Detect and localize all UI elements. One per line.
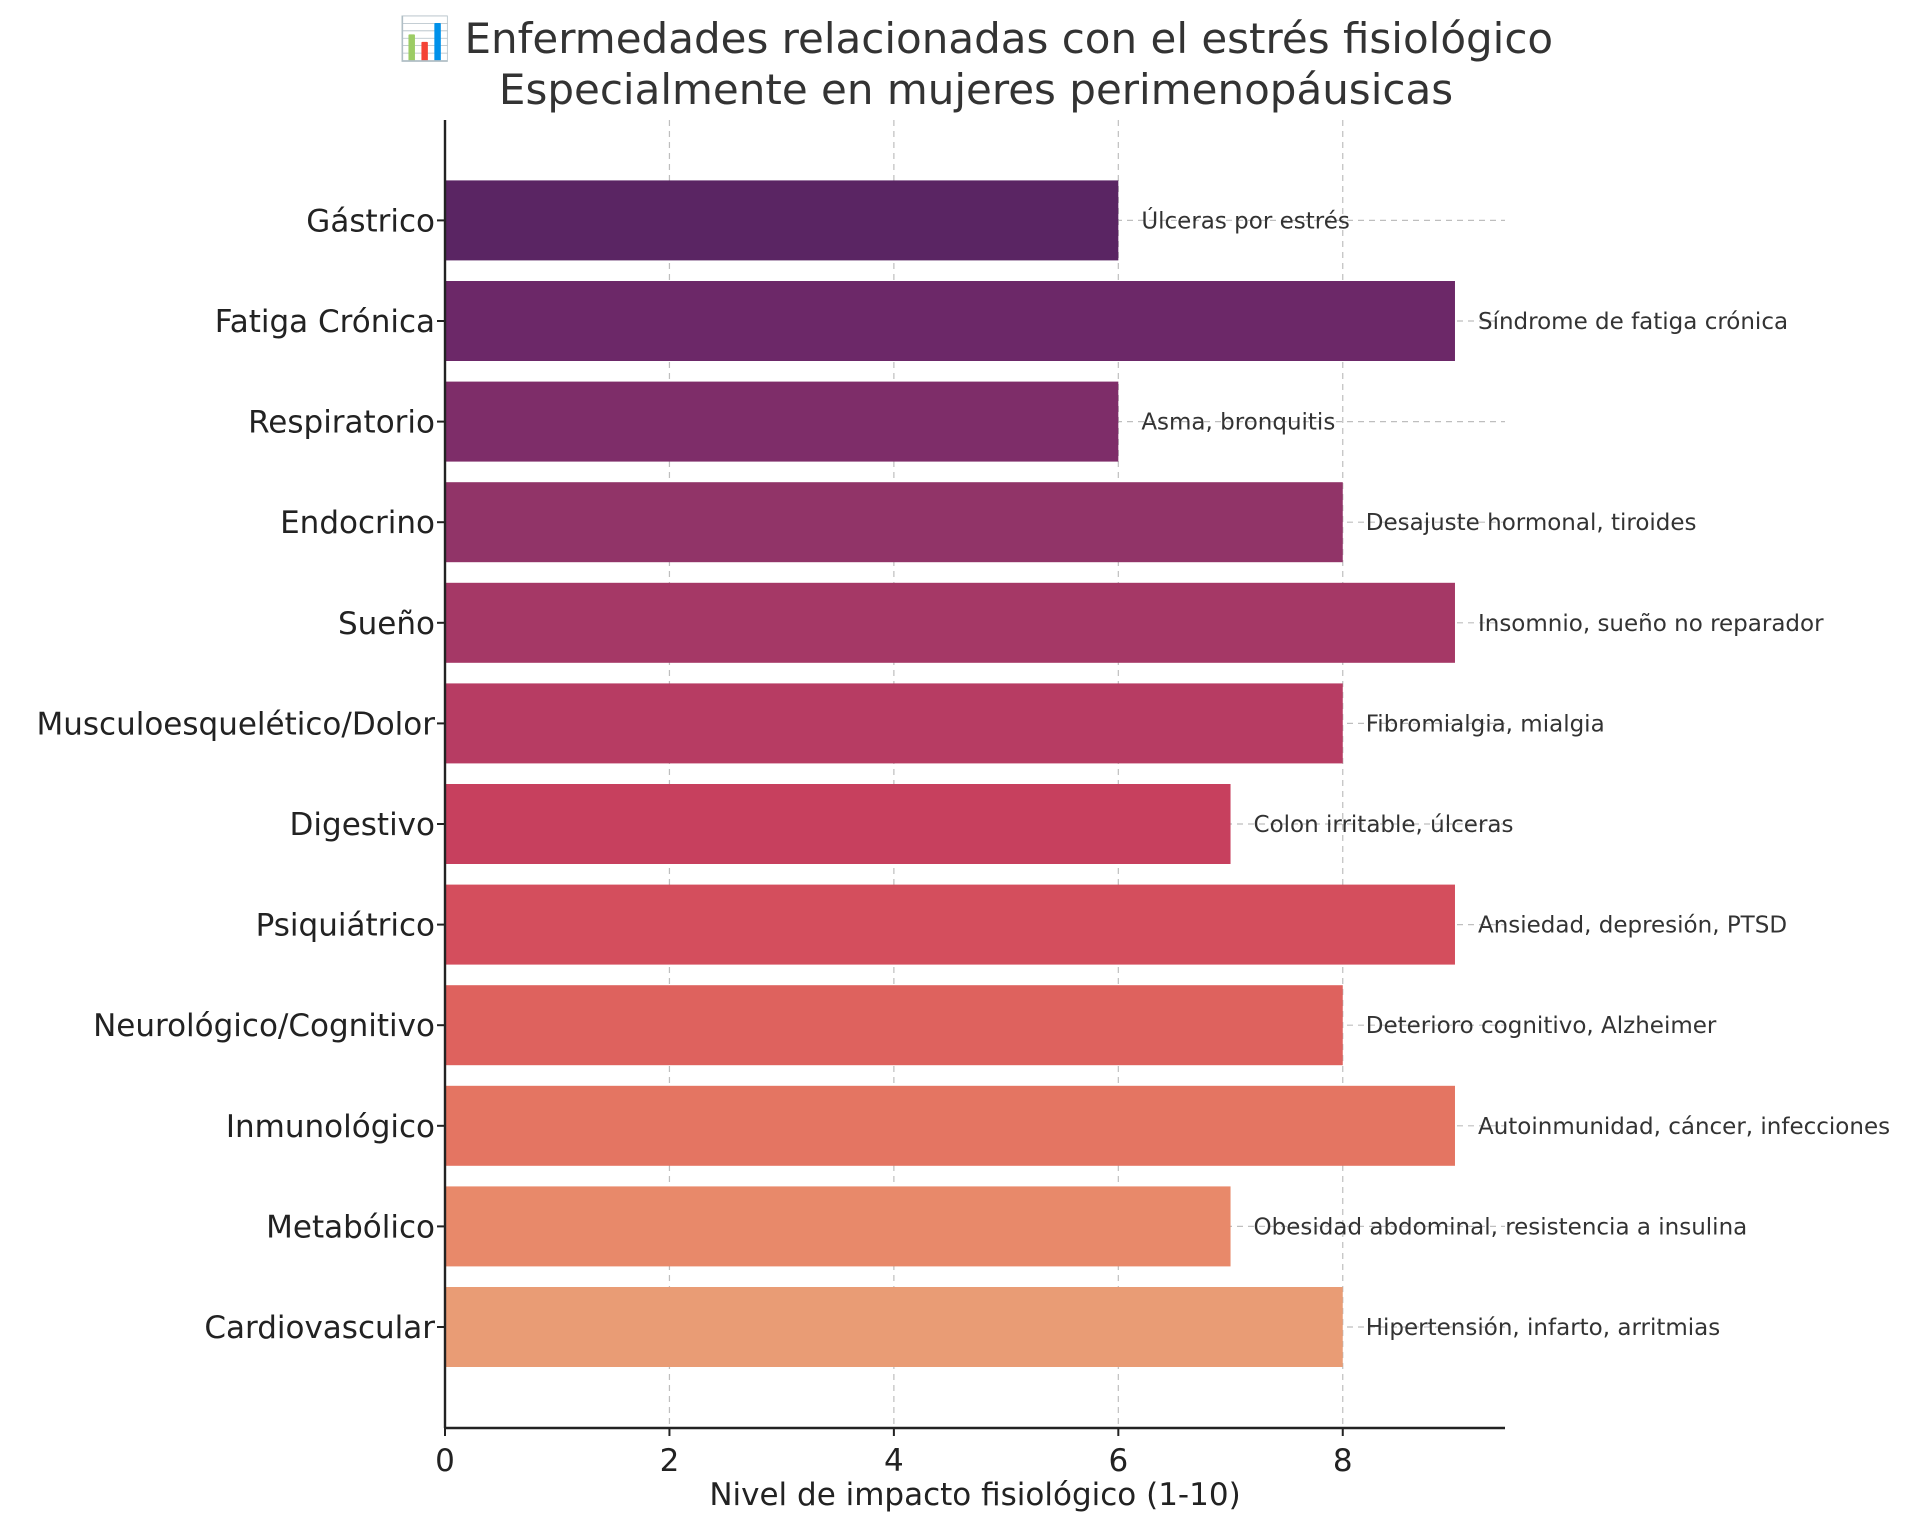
- category-label: Inmunológico: [226, 1109, 435, 1145]
- category-label: Metabólico: [266, 1209, 435, 1245]
- bar: [445, 1287, 1343, 1367]
- bar-annotation: Colon irritable, úlceras: [1254, 812, 1514, 838]
- bar: [445, 180, 1119, 261]
- bar-annotation: Deterioro cognitivo, Alzheimer: [1366, 1013, 1717, 1039]
- x-tick-label: 4: [884, 1443, 904, 1479]
- x-tick-label: 6: [1108, 1443, 1128, 1479]
- chart-subtitle: Especialmente en mujeres perimenopáusica…: [499, 65, 1453, 114]
- category-label: Neurológico/Cognitivo: [93, 1008, 435, 1044]
- axes: [443, 120, 1505, 1430]
- x-tick-label: 8: [1333, 1443, 1353, 1479]
- category-label: Digestivo: [290, 807, 435, 843]
- bar-annotation: Asma, bronquitis: [1141, 410, 1335, 436]
- bar-annotation: Desajuste hormonal, tiroides: [1366, 510, 1697, 536]
- bar: [445, 784, 1231, 864]
- category-label: Psiquiátrico: [256, 908, 435, 944]
- category-label: Sueño: [338, 606, 435, 642]
- category-label: Cardiovascular: [204, 1310, 435, 1346]
- bar: [445, 985, 1343, 1066]
- category-label: Musculoesquelético/Dolor: [36, 706, 435, 742]
- bar: [445, 381, 1119, 462]
- bar-annotation: Ansiedad, depresión, PTSD: [1478, 913, 1787, 939]
- category-label: Gástrico: [306, 203, 435, 239]
- bar-annotation: Hipertensión, infarto, arritmias: [1366, 1315, 1721, 1341]
- bar: [445, 683, 1343, 764]
- x-tick-label: 2: [660, 1443, 680, 1479]
- category-labels: Cardiovascular Metabólico Inmunológico Neur…: [36, 203, 445, 1346]
- bar: [445, 884, 1455, 965]
- bar-annotation: Autoinmunidad, cáncer, infecciones: [1478, 1114, 1890, 1140]
- bar-annotation: Úlceras por estrés: [1141, 206, 1350, 234]
- category-label: Endocrino: [280, 505, 435, 541]
- bar: [445, 482, 1343, 563]
- chart-title: 📊 Enfermedades relacionadas con el estré…: [399, 14, 1553, 63]
- bars: [445, 180, 1455, 1367]
- bar-annotation: Obesidad abdominal, resistencia a insuli…: [1254, 1214, 1748, 1240]
- x-axis-ticks: 0 2 4 6 8: [435, 1428, 1353, 1479]
- bar: [445, 281, 1455, 361]
- bar-annotation: Insomnio, sueño no reparador: [1478, 611, 1824, 637]
- category-label: Fatiga Crónica: [215, 304, 435, 340]
- bar: [445, 582, 1455, 663]
- bar-annotation: Fibromialgia, mialgia: [1366, 711, 1605, 737]
- x-axis-title: Nivel de impacto fisiológico (1-10): [709, 1477, 1240, 1513]
- x-tick-label: 0: [435, 1443, 455, 1479]
- bar-annotations: Hipertensión, infarto, arritmias Obesidad…: [1141, 206, 1890, 1341]
- bar: [445, 1186, 1231, 1267]
- category-label: Respiratorio: [248, 405, 435, 441]
- bar: [445, 1085, 1455, 1166]
- bar-annotation: Síndrome de fatiga crónica: [1478, 309, 1788, 335]
